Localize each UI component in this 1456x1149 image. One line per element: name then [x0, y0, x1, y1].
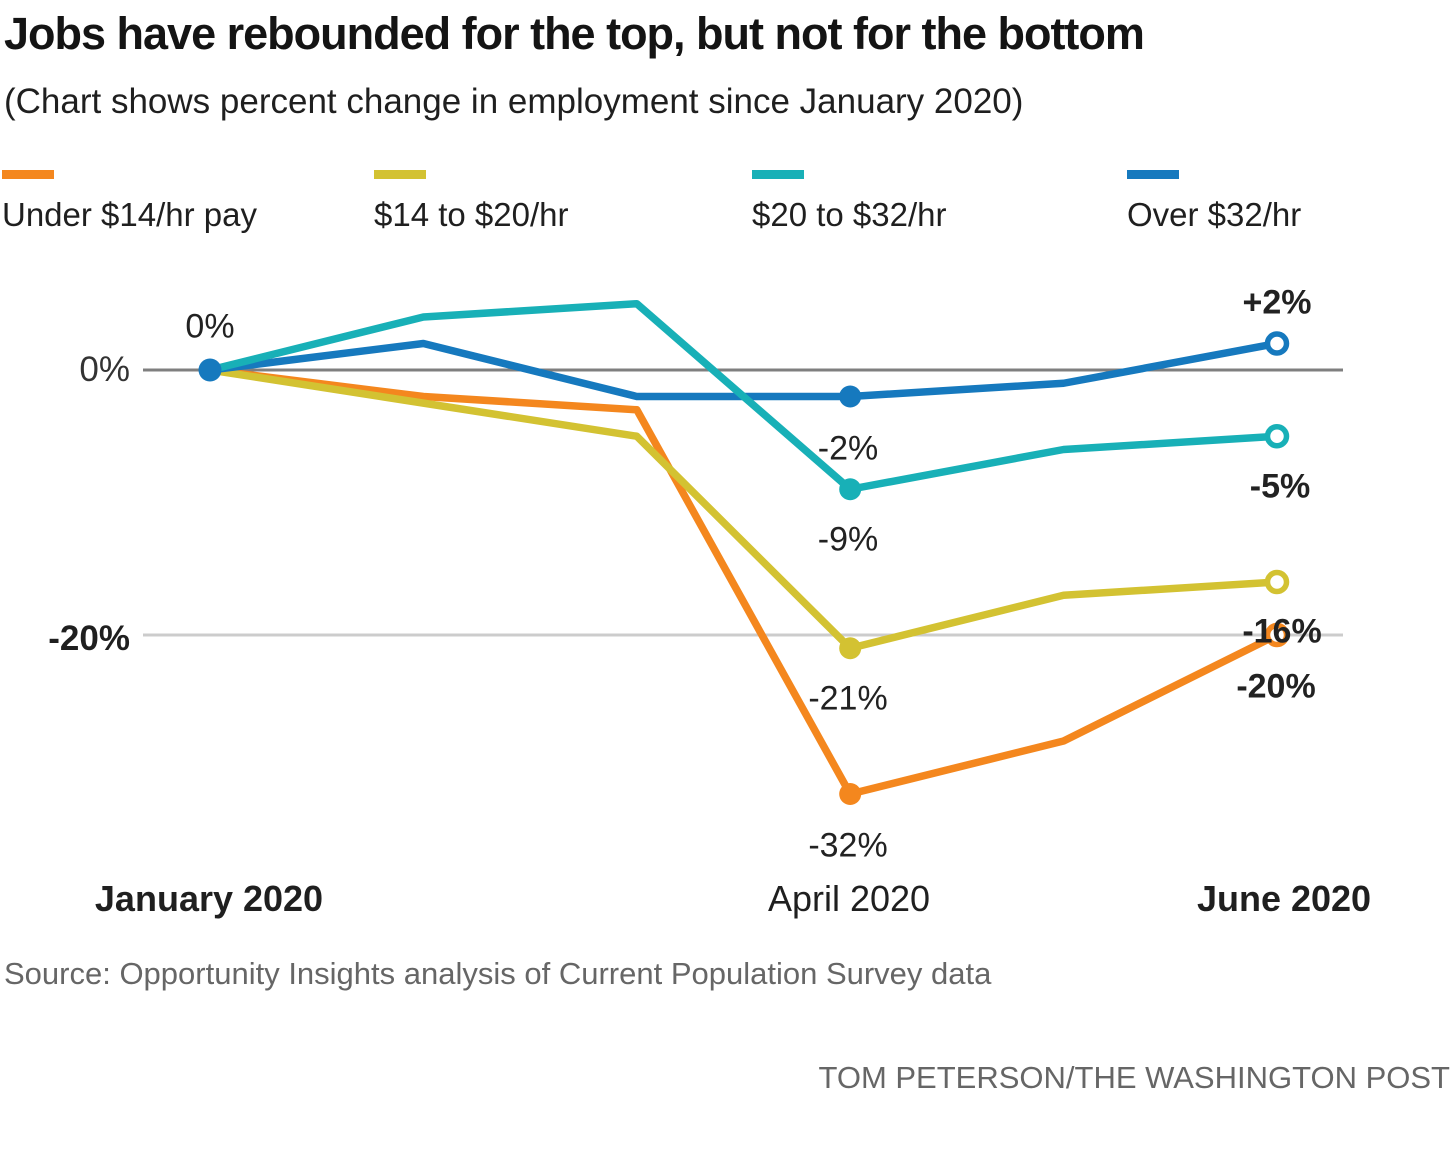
legend-label-over-32: Over $32/hr	[1127, 196, 1302, 233]
legend-item-over-32: Over $32/hr	[1127, 170, 1301, 234]
chart-subtitle: (Chart shows percent change in employmen…	[4, 82, 1024, 121]
point-label-june-14-to-20: -16%	[1242, 612, 1322, 651]
x-axis-label-june: June 2020	[1196, 878, 1372, 919]
point-label-jan-zero: 0%	[185, 307, 235, 346]
x-axis-label-january: January 2020	[94, 878, 324, 919]
legend-swatch-under-14	[2, 170, 54, 179]
legend-label-20-to-32: $20 to $32/hr	[752, 196, 947, 233]
legend-item-14-to-20: $14 to $20/hr	[374, 170, 569, 234]
point-label-june-under-14: -20%	[1236, 667, 1316, 706]
legend-label-under-14: Under $14/hr pay	[2, 196, 257, 233]
source-note: Source: Opportunity Insights analysis of…	[4, 956, 992, 991]
y-axis-label-zero: 0%	[79, 350, 130, 389]
point-label-april-20-to-32: -9%	[817, 520, 879, 559]
chart-title: Jobs have rebounded for the top, but not…	[4, 8, 1145, 59]
y-axis-label-minus-20: -20%	[48, 619, 130, 658]
legend-item-under-14: Under $14/hr pay	[2, 170, 257, 234]
point-label-june-20-to-32: -5%	[1249, 467, 1311, 506]
point-label-april-under-14: -32%	[808, 826, 888, 865]
point-label-april-over-32: -2%	[817, 429, 879, 468]
credit-note: TOM PETERSON/THE WASHINGTON POST	[818, 1060, 1450, 1095]
legend-item-20-to-32: $20 to $32/hr	[752, 170, 947, 234]
legend-swatch-14-to-20	[374, 170, 426, 179]
legend-label-14-to-20: $14 to $20/hr	[374, 196, 569, 233]
legend-swatch-20-to-32	[752, 170, 804, 179]
point-label-june-over-32: +2%	[1242, 283, 1312, 322]
legend-swatch-over-32	[1127, 170, 1179, 179]
x-axis-label-april: April 2020	[767, 878, 931, 919]
point-label-april-14-to-20: -21%	[808, 679, 888, 718]
